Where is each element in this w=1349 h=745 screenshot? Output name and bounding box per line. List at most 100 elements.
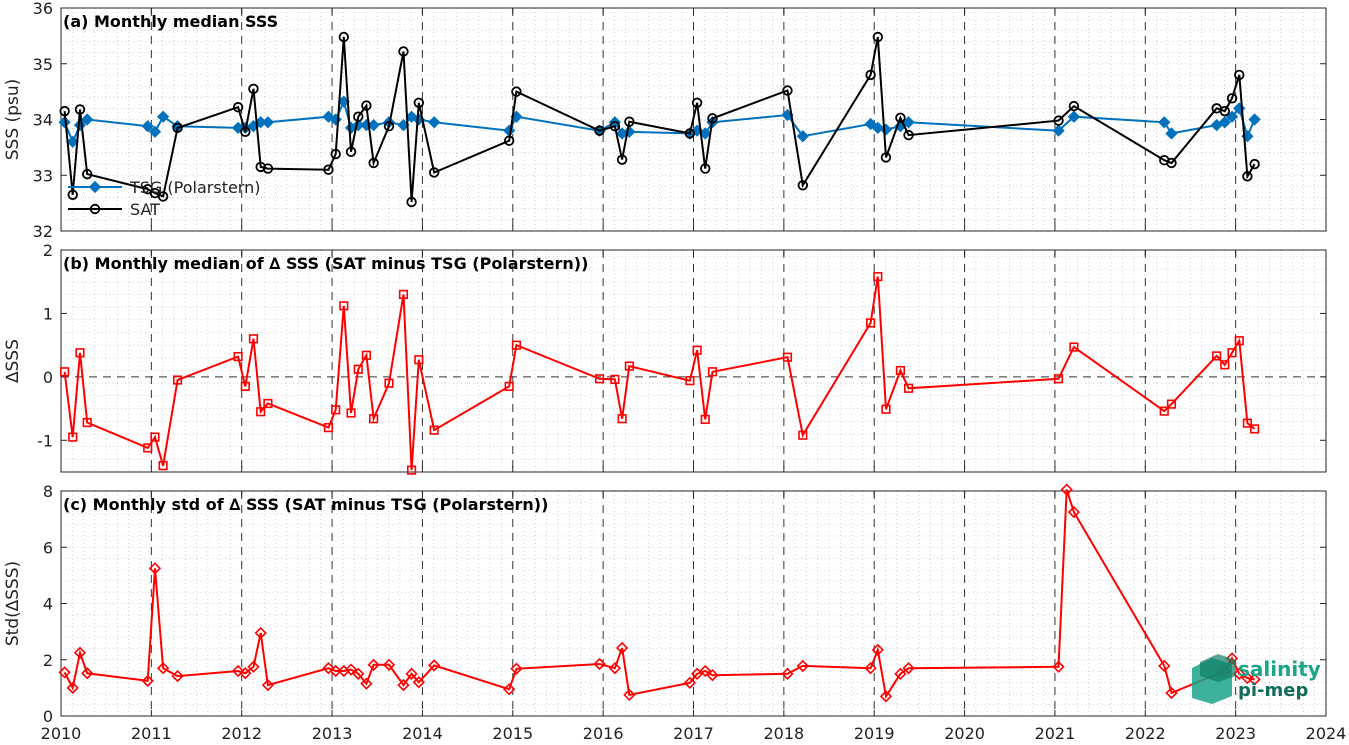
legend-marker	[88, 180, 102, 194]
data-point	[624, 116, 635, 127]
data-point	[699, 664, 712, 678]
y-tick-label: 0	[43, 368, 53, 387]
data-point	[323, 164, 334, 175]
data-point	[593, 657, 606, 671]
data-point	[796, 659, 809, 673]
data-point	[1220, 360, 1230, 370]
data-point	[504, 381, 514, 391]
data-point	[623, 688, 636, 702]
data-point	[255, 161, 266, 173]
data-point	[428, 659, 441, 672]
data-point	[158, 461, 168, 471]
data-point	[594, 374, 605, 384]
data-point	[263, 398, 273, 409]
data-point	[256, 407, 266, 417]
panel-title: (b) Monthly median of ∆ SSS (SAT minus T…	[63, 254, 588, 273]
data-point	[700, 163, 711, 174]
y-tick-label: -1	[37, 431, 53, 450]
data-point	[511, 340, 521, 350]
data-point	[148, 125, 162, 138]
data-point	[68, 432, 78, 442]
data-point	[610, 374, 620, 384]
x-tick-label: 2011	[131, 724, 172, 743]
data-point	[692, 345, 702, 355]
data-point	[864, 117, 877, 131]
y-tick-label: 0	[43, 707, 53, 726]
data-point	[865, 318, 876, 328]
data-point	[247, 660, 260, 673]
x-tick-label: 2021	[1035, 724, 1076, 743]
data-point	[782, 352, 793, 362]
data-point	[361, 350, 372, 360]
data-point	[382, 658, 396, 671]
data-point	[346, 408, 356, 418]
data-point	[880, 152, 892, 163]
data-point	[684, 128, 696, 139]
data-point	[1242, 171, 1253, 182]
data-point	[398, 46, 409, 57]
data-point	[902, 116, 915, 129]
data-point	[369, 414, 379, 424]
legend-label: SAT	[130, 200, 160, 219]
data-point	[894, 667, 907, 680]
panel-title: (c) Monthly std of ∆ SSS (SAT minus TSG …	[63, 495, 548, 514]
data-point	[1060, 483, 1073, 496]
data-point	[707, 367, 718, 377]
data-point	[706, 669, 719, 682]
data-point	[261, 116, 275, 129]
data-point	[707, 113, 718, 124]
data-point	[1242, 418, 1252, 428]
data-point	[609, 120, 621, 132]
data-point	[782, 85, 793, 96]
y-tick-label: 4	[43, 595, 53, 614]
data-point	[339, 301, 349, 311]
panel-std: 2010 2011 2012 2013 2014 2015 2016 2017 2018 2019…	[3, 482, 1346, 743]
data-point	[903, 129, 914, 141]
data-point	[413, 97, 425, 108]
data-point	[699, 127, 712, 140]
y-tick-label: 2	[43, 241, 53, 260]
data-point	[1249, 158, 1260, 170]
data-point	[1250, 424, 1260, 434]
x-tick-label: 2019	[854, 724, 895, 743]
data-point	[352, 667, 365, 680]
data-point	[881, 404, 891, 414]
data-point	[1052, 124, 1065, 137]
data-point	[367, 658, 380, 671]
data-point	[172, 122, 183, 134]
panel-median: -1 0 1 2 ∆SSS (b) Monthly median of ∆ SSS (SA…	[3, 241, 1327, 475]
y-tick-label: 1	[43, 304, 53, 323]
data-point	[412, 676, 425, 689]
data-point	[262, 163, 274, 174]
data-point	[254, 626, 267, 640]
x-tick-label: 2010	[41, 724, 82, 743]
data-point	[594, 125, 605, 136]
data-point	[798, 430, 808, 440]
y-tick-label: 35	[33, 55, 53, 74]
x-tick-label: 2016	[583, 724, 624, 743]
data-point	[143, 443, 153, 453]
data-point	[1219, 105, 1231, 117]
legend-marker	[89, 203, 101, 215]
series-line	[63, 36, 1256, 203]
logo-text: salinity	[1238, 657, 1321, 681]
data-point	[503, 683, 516, 696]
data-point	[81, 113, 94, 126]
x-tick-label: 2020	[944, 724, 985, 743]
data-point	[864, 662, 877, 675]
data-point	[865, 69, 876, 81]
data-point	[150, 432, 160, 442]
data-point	[360, 677, 373, 690]
data-point	[1218, 116, 1231, 129]
data-point	[895, 365, 906, 376]
data-point	[511, 86, 522, 97]
data-point	[879, 690, 893, 703]
data-point	[74, 104, 86, 115]
data-point	[414, 355, 424, 365]
panel-tsg_sat: 32 33 34 35 36 SSS (psu) (a) Monthly median SS…	[3, 0, 1327, 241]
data-point	[608, 662, 622, 675]
y-tick-label: 32	[33, 222, 53, 241]
y-tick-label: 6	[43, 538, 53, 557]
x-tick-label: 2018	[763, 724, 804, 743]
y-tick-label: 2	[43, 651, 53, 670]
